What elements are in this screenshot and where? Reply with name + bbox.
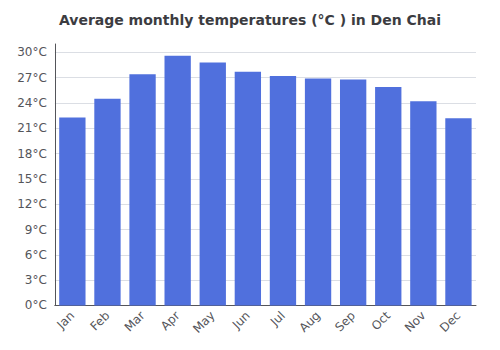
svg-text:May: May [190, 309, 217, 336]
svg-text:27°C: 27°C [17, 71, 47, 85]
svg-text:12°C: 12°C [17, 197, 47, 211]
svg-text:Apr: Apr [158, 308, 183, 333]
svg-text:18°C: 18°C [17, 147, 47, 161]
svg-text:Dec: Dec [437, 309, 463, 335]
svg-text:Oct: Oct [369, 308, 394, 333]
svg-text:Jul: Jul [267, 309, 288, 330]
svg-text:Nov: Nov [402, 309, 428, 335]
svg-text:Jan: Jan [54, 309, 78, 333]
svg-text:Mar: Mar [122, 308, 148, 334]
svg-text:Sep: Sep [332, 309, 358, 335]
svg-text:3°C: 3°C [25, 273, 47, 287]
svg-text:24°C: 24°C [17, 96, 47, 110]
svg-text:9°C: 9°C [25, 223, 47, 237]
svg-text:Feb: Feb [88, 309, 113, 334]
svg-text:6°C: 6°C [25, 248, 47, 262]
svg-text:21°C: 21°C [17, 121, 47, 135]
svg-text:Aug: Aug [297, 309, 323, 335]
svg-text:15°C: 15°C [17, 172, 47, 186]
svg-text:0°C: 0°C [25, 298, 47, 312]
svg-text:Jun: Jun [229, 309, 253, 333]
svg-text:Average monthly temperatures (: Average monthly temperatures (°C ) in De… [59, 12, 441, 28]
svg-text:30°C: 30°C [17, 45, 47, 59]
